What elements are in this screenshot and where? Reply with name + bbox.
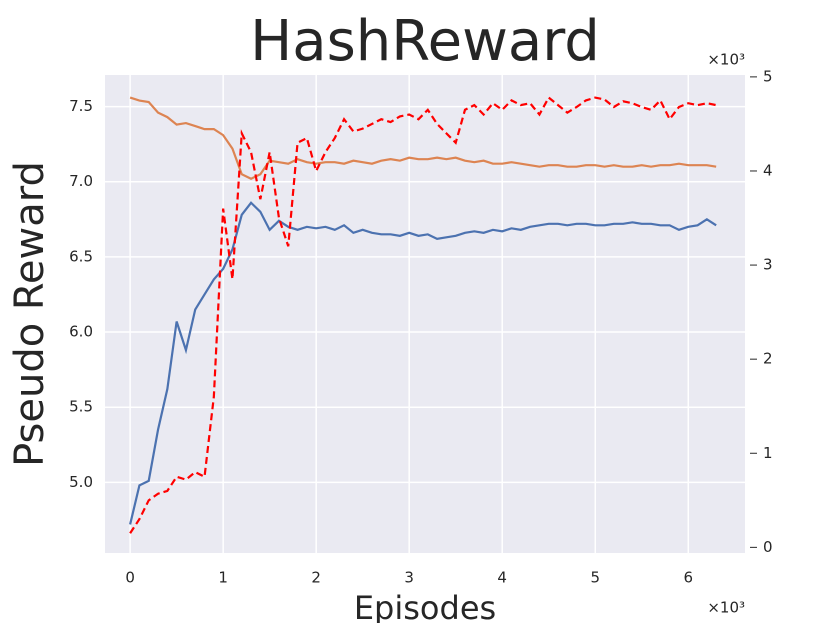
x-tick-label: 1 — [218, 569, 228, 587]
data-line — [129, 95, 717, 534]
y-tick-label: 6.0 — [69, 323, 93, 341]
x-tick-label: 6 — [683, 569, 693, 587]
y2-tick-label: 5 — [763, 67, 773, 85]
x-axis-label: Episodes — [354, 589, 496, 623]
x-tick-label: 4 — [497, 569, 507, 587]
y-axis-label: Pseudo Reward — [7, 161, 53, 467]
y-tick-label: 6.5 — [69, 247, 93, 265]
y2-offset-label: ×10³ — [707, 51, 745, 69]
y-tick-label: 7.0 — [69, 172, 93, 190]
y2-tick-label: 3 — [763, 256, 773, 274]
x-tick-label: 0 — [125, 569, 135, 587]
chart-title: HashReward — [250, 9, 600, 74]
data-line — [129, 201, 717, 525]
x-tick-label: 3 — [404, 569, 414, 587]
x-offset-label: ×10³ — [707, 599, 745, 617]
x-tick-label: 5 — [590, 569, 600, 587]
y-tick-label: 7.5 — [69, 97, 93, 115]
y2-tick-label: 4 — [763, 161, 773, 179]
y-tick-label: 5.5 — [69, 398, 93, 416]
y2-tick-label: 1 — [763, 444, 773, 462]
y2-tick-label: 2 — [763, 350, 773, 368]
y-tick-label: 5.0 — [69, 473, 93, 491]
data-line — [129, 96, 717, 180]
plot-background — [105, 75, 745, 553]
y2-tick-label: 0 — [763, 538, 773, 556]
x-tick-label: 2 — [311, 569, 321, 587]
